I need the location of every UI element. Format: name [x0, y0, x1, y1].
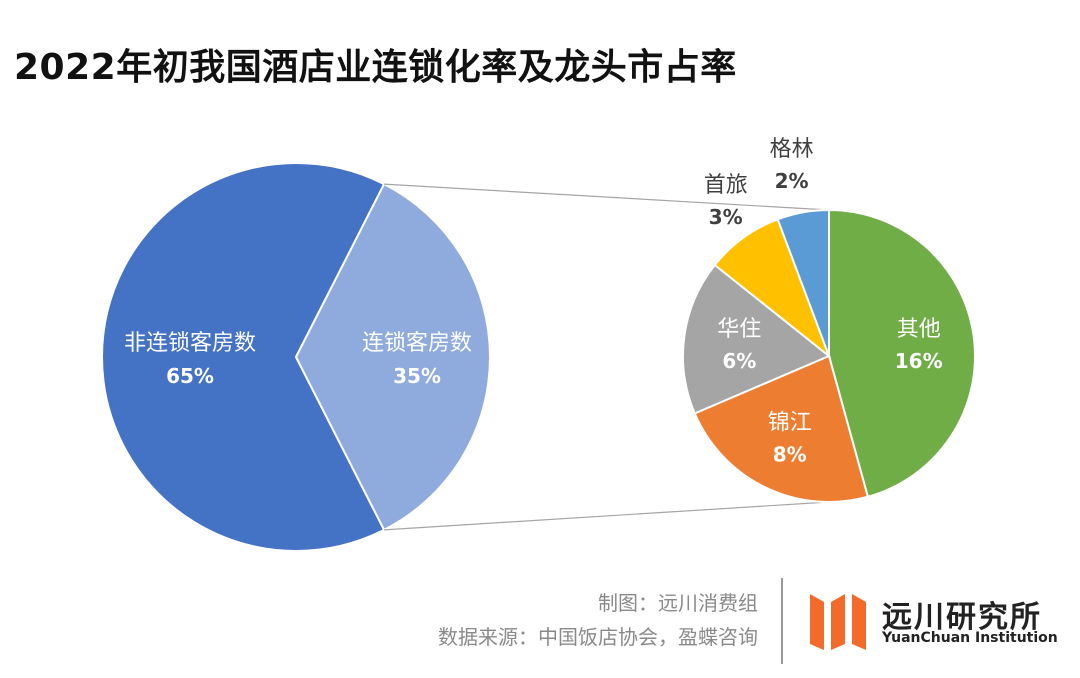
- connector-line: [384, 183, 830, 211]
- secondary-pie-slice: [828, 208, 977, 498]
- logo: 远川研究所 YuanChuan Institution: [808, 590, 1073, 660]
- credit-source: 数据来源：中国饭店协会，盈蝶咨询: [438, 625, 758, 649]
- credit-maker: 制图：远川消费组: [598, 591, 758, 615]
- main-pie-slice-chain: [294, 182, 491, 532]
- main-slice-value: 65%: [166, 364, 214, 388]
- secondary-slice-label: 华住: [717, 317, 761, 342]
- divider: [781, 578, 783, 664]
- secondary-slice-value: 6%: [722, 349, 756, 373]
- secondary-slice-value: 2%: [775, 169, 809, 193]
- logo-mark-icon: [810, 594, 866, 650]
- secondary-slice-value: 3%: [709, 205, 743, 229]
- main-slice-label: 连锁客房数: [362, 331, 472, 356]
- secondary-slice-label: 格林: [770, 137, 814, 162]
- main-slice-label: 非连锁客房数: [124, 331, 256, 356]
- logo-english: YuanChuan Institution: [882, 630, 1058, 646]
- credits: 制图：远川消费组 数据来源：中国饭店协会，盈蝶咨询: [438, 586, 758, 654]
- logo-name: 远川研究所: [882, 600, 1042, 635]
- main-slice-value: 35%: [393, 364, 441, 388]
- secondary-slice-value: 8%: [773, 443, 807, 467]
- secondary-slice-label: 首旅: [704, 173, 748, 198]
- secondary-slice-label: 锦江: [768, 411, 812, 436]
- secondary-slice-value: 16%: [895, 349, 943, 373]
- secondary-pie-slice: [776, 208, 830, 357]
- secondary-pie-slice: [693, 354, 870, 503]
- main-pie-slice-non-chain: [101, 162, 386, 552]
- connector-line: [384, 501, 830, 531]
- secondary-pie-slice: [682, 263, 831, 415]
- chart-title: 2022年初我国酒店业连锁化率及龙头市占率: [14, 47, 737, 88]
- secondary-slice-label: 其他: [897, 317, 941, 342]
